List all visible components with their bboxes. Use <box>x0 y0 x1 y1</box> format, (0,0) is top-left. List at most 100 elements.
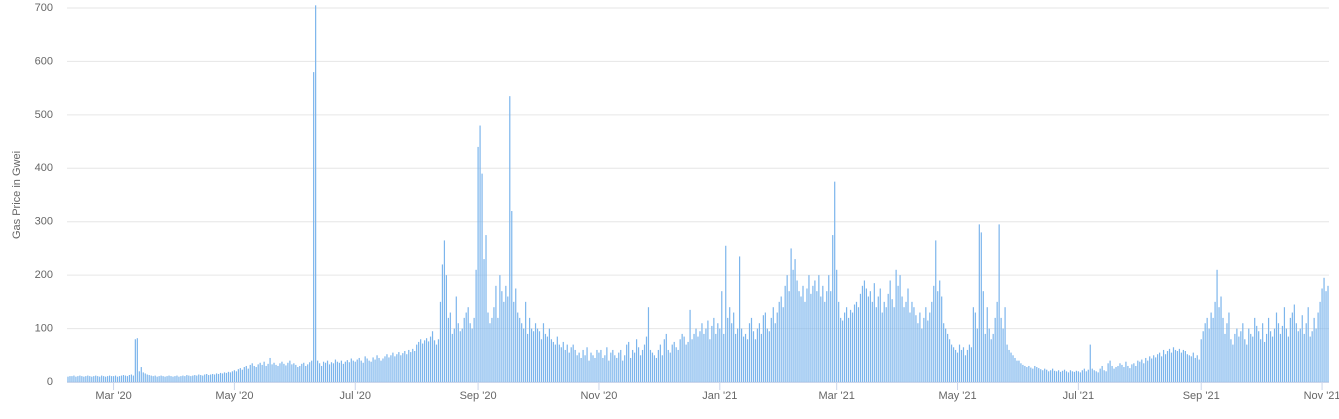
bar <box>1071 371 1074 382</box>
bar <box>146 374 148 382</box>
bar <box>473 317 475 382</box>
bar <box>927 320 929 382</box>
bar <box>1113 368 1115 382</box>
bar <box>1145 357 1147 382</box>
bar <box>499 275 501 382</box>
bar <box>517 312 519 382</box>
bar <box>905 301 907 382</box>
bar <box>1279 333 1282 382</box>
bar <box>976 328 978 382</box>
bar <box>465 312 467 382</box>
bar <box>1153 355 1155 382</box>
y-tick-label: 0 <box>47 376 53 388</box>
bar <box>544 333 547 382</box>
bar <box>97 376 99 382</box>
bar <box>1107 363 1109 382</box>
bar <box>830 291 832 382</box>
bar <box>1238 336 1240 382</box>
bar <box>69 376 71 382</box>
bar <box>937 291 939 382</box>
bar <box>614 355 616 382</box>
bar <box>1008 349 1010 382</box>
bar <box>1172 347 1175 382</box>
bar <box>748 323 751 382</box>
bar <box>851 312 854 382</box>
bar <box>1264 341 1266 382</box>
bar <box>1305 323 1307 382</box>
bar <box>1301 315 1303 382</box>
bar <box>1044 368 1046 382</box>
bar <box>493 307 495 382</box>
bar <box>307 364 309 382</box>
bar <box>729 307 731 382</box>
bar <box>689 309 691 382</box>
bar <box>281 361 283 382</box>
bar <box>943 323 945 382</box>
bar <box>311 360 313 382</box>
bar <box>622 360 624 382</box>
bar <box>988 328 990 382</box>
bar <box>895 269 897 382</box>
bar <box>857 307 860 382</box>
bar <box>566 344 568 382</box>
y-tick-label: 500 <box>35 109 53 121</box>
bar <box>1224 333 1226 382</box>
bar <box>180 376 182 382</box>
bar <box>144 373 146 382</box>
bar <box>315 5 317 382</box>
bar <box>1287 336 1289 382</box>
bar <box>71 376 73 382</box>
bar <box>136 338 138 382</box>
bar <box>1168 348 1171 382</box>
bar <box>782 307 784 382</box>
bar <box>1097 372 1099 382</box>
bar <box>855 301 858 382</box>
bar <box>1218 307 1220 382</box>
bar <box>461 328 463 382</box>
bar <box>1188 355 1190 382</box>
bar <box>685 344 687 382</box>
bar <box>954 349 957 382</box>
bar <box>279 363 281 382</box>
y-axis-title: Gas Price in Gwei <box>11 151 23 239</box>
bar <box>903 307 905 382</box>
bar <box>952 347 955 382</box>
bar <box>683 336 685 382</box>
bar <box>705 328 707 382</box>
bar <box>974 312 976 382</box>
bar <box>796 280 798 382</box>
bar <box>733 312 735 382</box>
bar <box>1234 333 1236 382</box>
bar <box>368 360 370 382</box>
bar <box>962 347 965 382</box>
bar <box>643 344 646 382</box>
bar <box>247 368 249 382</box>
bar <box>166 376 168 382</box>
bar <box>1164 354 1167 382</box>
bar <box>576 355 578 382</box>
x-tick-label: May '20 <box>215 390 253 402</box>
bar <box>548 328 551 382</box>
bar <box>929 312 931 382</box>
bar <box>1176 351 1179 382</box>
bar <box>881 312 883 382</box>
bar <box>784 285 786 382</box>
bar <box>849 309 852 382</box>
bar <box>213 374 216 382</box>
bar <box>889 280 891 382</box>
bar <box>275 364 277 382</box>
bar <box>1127 365 1129 382</box>
y-tick-label: 300 <box>35 216 53 228</box>
bar <box>677 349 679 382</box>
bar <box>435 344 438 382</box>
bar <box>1103 370 1105 382</box>
x-tick-label: Jul '20 <box>340 390 371 402</box>
bar <box>467 307 469 382</box>
bar <box>1254 317 1256 382</box>
bar <box>1032 368 1034 382</box>
bar <box>1121 364 1123 382</box>
bar <box>107 376 109 382</box>
bar <box>217 373 220 382</box>
bar <box>225 372 228 382</box>
